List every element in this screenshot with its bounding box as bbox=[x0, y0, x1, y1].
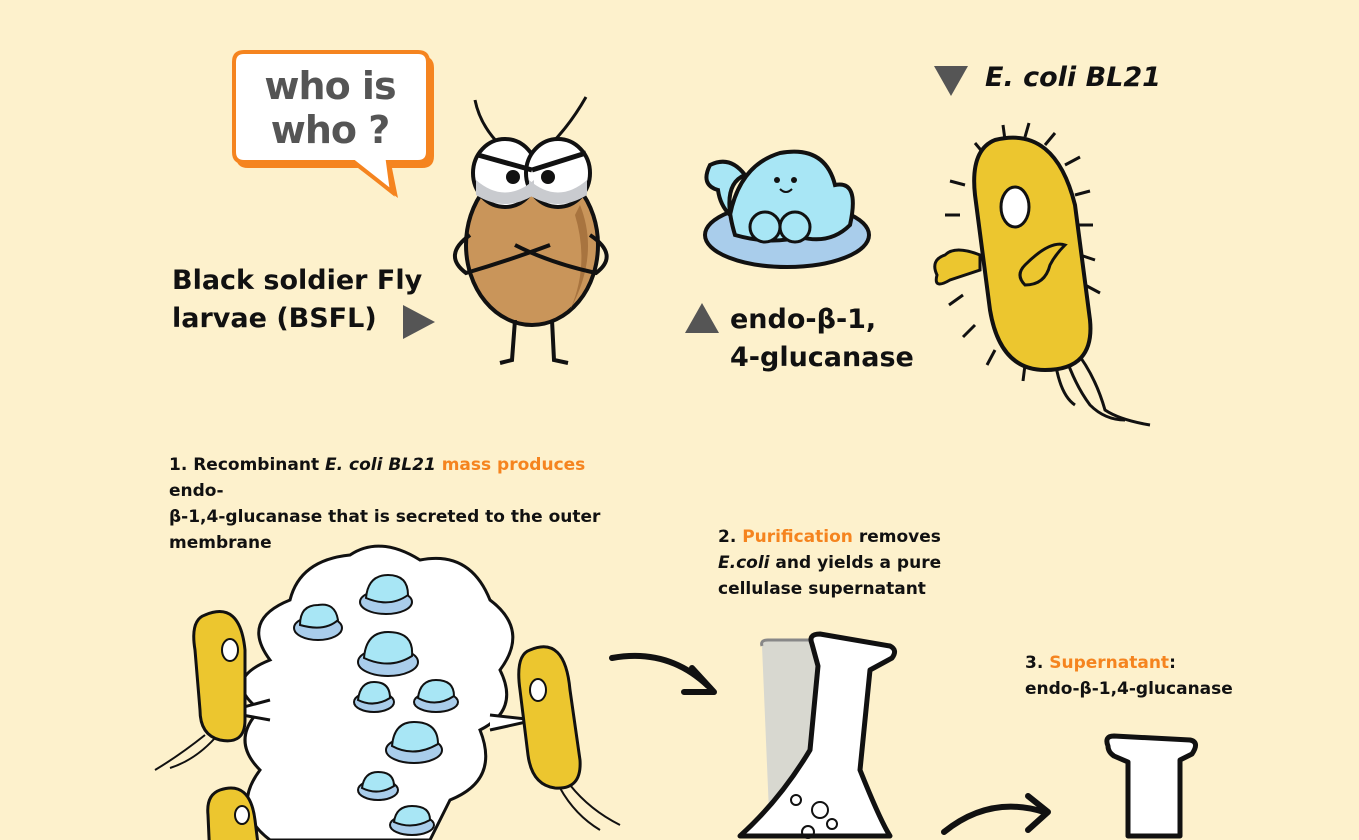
step-1-line-2: β-1,4-glucanase that is secreted to the … bbox=[169, 507, 601, 527]
step-1-number: 1. bbox=[169, 455, 188, 475]
larva-character bbox=[453, 96, 609, 365]
step-3-text: 3. Supernatant: endo-β-1,4-glucanase bbox=[1025, 650, 1285, 702]
step-2-number: 2. bbox=[718, 527, 737, 547]
ecoli-label: E. coli BL21 bbox=[985, 62, 1161, 93]
secretion-cloud-illustration bbox=[154, 544, 621, 840]
step-3-colon: : bbox=[1169, 653, 1176, 673]
enzyme-label-line-2: 4-glucanase bbox=[730, 342, 914, 373]
curved-arrow-icon-2 bbox=[941, 793, 1051, 835]
bsfl-label-line-2: larvae (BSFL) bbox=[172, 303, 377, 334]
bsfl-label: Black soldier Fly larvae (BSFL) bbox=[172, 262, 422, 338]
flask-icon bbox=[737, 631, 898, 839]
speech-text: who is who ? bbox=[240, 64, 420, 152]
step-1-pre: Recombinant bbox=[193, 455, 320, 475]
step-2-line-3: cellulase supernatant bbox=[718, 579, 926, 599]
speech-line-2: who ? bbox=[270, 108, 391, 152]
step-1-line-3: membrane bbox=[169, 533, 272, 553]
step-1-post: endo- bbox=[169, 481, 224, 501]
enzyme-character bbox=[703, 149, 871, 269]
flask-icon-2 bbox=[1104, 733, 1198, 839]
bsfl-label-line-1: Black soldier Fly bbox=[172, 265, 423, 296]
step-2-organism: E.coli bbox=[718, 553, 770, 573]
step-1-highlight: mass produces bbox=[441, 455, 586, 475]
speech-bubble bbox=[232, 50, 434, 198]
step-3-highlight: Supernatant bbox=[1049, 653, 1170, 673]
enzyme-label: endo-β-1, 4-glucanase bbox=[730, 301, 914, 377]
arrow-right-icon bbox=[403, 305, 435, 339]
arrow-down-icon bbox=[934, 66, 968, 96]
arrow-up-icon bbox=[685, 303, 719, 333]
step-2-text: 2. Purification removes E.coli and yield… bbox=[718, 524, 1018, 602]
speech-line-1: who is bbox=[264, 64, 396, 108]
ecoli-character bbox=[933, 122, 1151, 427]
curved-arrow-icon bbox=[609, 652, 717, 695]
step-1-text: 1. Recombinant E. coli BL21 mass produce… bbox=[169, 452, 629, 556]
step-3-number: 3. bbox=[1025, 653, 1044, 673]
step-2-line-2: and yields a pure bbox=[775, 553, 942, 573]
step-2-post: removes bbox=[858, 527, 941, 547]
step-2-highlight: Purification bbox=[742, 527, 853, 547]
step-3-line-2: endo-β-1,4-glucanase bbox=[1025, 679, 1233, 699]
enzyme-label-line-1: endo-β-1, bbox=[730, 304, 877, 335]
step-1-organism: E. coli BL21 bbox=[325, 455, 436, 475]
